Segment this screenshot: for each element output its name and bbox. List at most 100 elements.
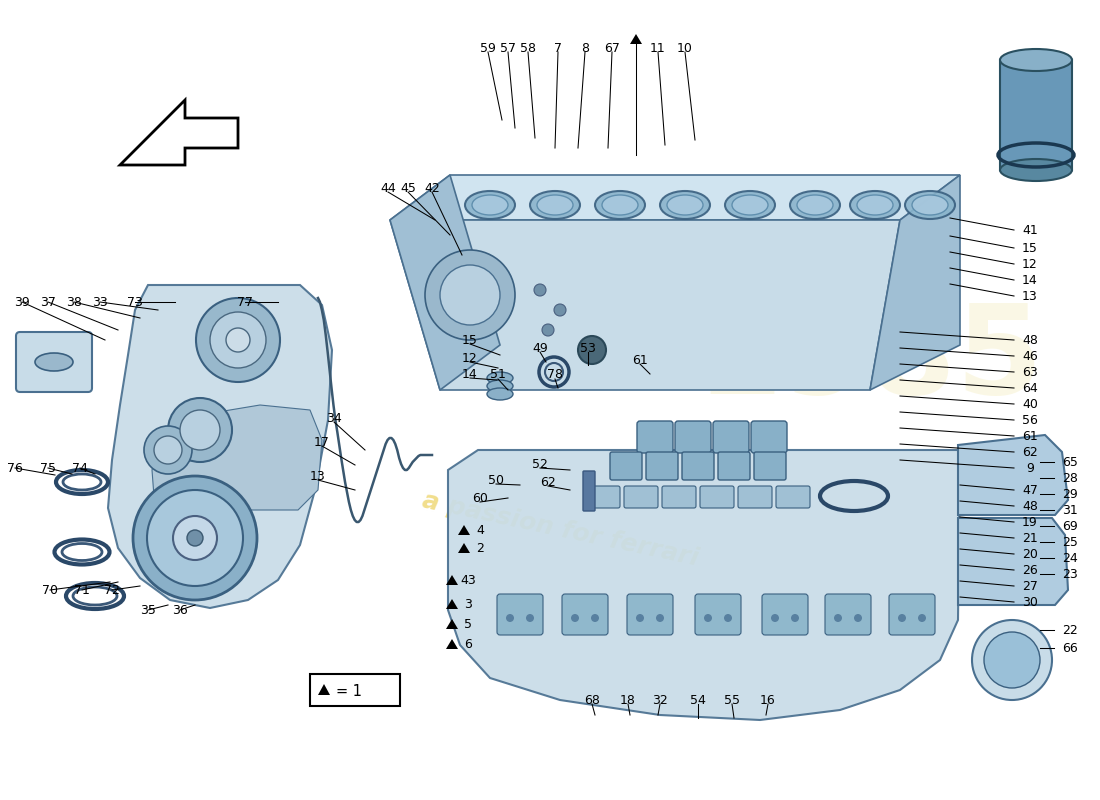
Text: 17: 17 xyxy=(315,435,330,449)
FancyBboxPatch shape xyxy=(762,594,808,635)
Text: 11: 11 xyxy=(650,42,666,54)
Text: 69: 69 xyxy=(1063,519,1078,533)
Text: 73: 73 xyxy=(128,295,143,309)
Circle shape xyxy=(571,614,579,622)
Circle shape xyxy=(506,614,514,622)
Text: 72: 72 xyxy=(104,583,120,597)
Text: 55: 55 xyxy=(724,694,740,706)
Text: 25: 25 xyxy=(1063,535,1078,549)
Ellipse shape xyxy=(732,195,768,215)
Ellipse shape xyxy=(725,191,775,219)
Polygon shape xyxy=(390,175,960,220)
Text: 58: 58 xyxy=(520,42,536,54)
Text: 51: 51 xyxy=(491,369,506,382)
Ellipse shape xyxy=(857,195,893,215)
Text: 5: 5 xyxy=(464,618,472,630)
FancyBboxPatch shape xyxy=(310,674,400,706)
Text: 30: 30 xyxy=(1022,595,1038,609)
FancyBboxPatch shape xyxy=(751,421,786,453)
Text: = 1: = 1 xyxy=(336,685,362,699)
Text: 4: 4 xyxy=(476,523,484,537)
Circle shape xyxy=(724,614,732,622)
Circle shape xyxy=(534,284,546,296)
Polygon shape xyxy=(318,684,330,695)
Text: 59: 59 xyxy=(480,42,496,54)
Circle shape xyxy=(834,614,842,622)
Circle shape xyxy=(578,336,606,364)
Text: 63: 63 xyxy=(1022,366,1038,378)
Polygon shape xyxy=(448,450,960,720)
Circle shape xyxy=(854,614,862,622)
Text: 12: 12 xyxy=(462,351,477,365)
Circle shape xyxy=(542,324,554,336)
Polygon shape xyxy=(458,543,470,553)
Text: 3: 3 xyxy=(464,598,472,610)
Text: 36: 36 xyxy=(172,603,188,617)
Text: 74: 74 xyxy=(73,462,88,474)
Text: 53: 53 xyxy=(580,342,596,354)
Circle shape xyxy=(173,516,217,560)
Ellipse shape xyxy=(537,195,573,215)
Circle shape xyxy=(180,410,220,450)
Text: 61: 61 xyxy=(632,354,648,366)
Polygon shape xyxy=(630,34,642,44)
Circle shape xyxy=(591,614,600,622)
Text: 64: 64 xyxy=(1022,382,1038,394)
Text: 56: 56 xyxy=(1022,414,1038,426)
Text: 67: 67 xyxy=(604,42,620,54)
Text: 44: 44 xyxy=(381,182,396,194)
Ellipse shape xyxy=(487,380,513,392)
FancyBboxPatch shape xyxy=(662,486,696,508)
Text: 61: 61 xyxy=(1022,430,1038,442)
Text: 50: 50 xyxy=(488,474,504,486)
Text: 13: 13 xyxy=(1022,290,1038,302)
Text: 20: 20 xyxy=(1022,547,1038,561)
Text: 35: 35 xyxy=(140,603,156,617)
Text: 9: 9 xyxy=(1026,462,1034,474)
FancyBboxPatch shape xyxy=(583,471,595,511)
Text: 22: 22 xyxy=(1063,623,1078,637)
Ellipse shape xyxy=(850,191,900,219)
Text: 24: 24 xyxy=(1063,551,1078,565)
Circle shape xyxy=(187,530,204,546)
FancyBboxPatch shape xyxy=(610,452,642,480)
Text: 23: 23 xyxy=(1063,567,1078,581)
Text: 78: 78 xyxy=(547,369,563,382)
Ellipse shape xyxy=(602,195,638,215)
Text: 60: 60 xyxy=(472,491,488,505)
Ellipse shape xyxy=(1000,49,1072,71)
Circle shape xyxy=(196,298,280,382)
Text: 18: 18 xyxy=(620,694,636,706)
Circle shape xyxy=(554,304,566,316)
Text: 62: 62 xyxy=(1022,446,1038,458)
FancyBboxPatch shape xyxy=(16,332,92,392)
FancyBboxPatch shape xyxy=(627,594,673,635)
Circle shape xyxy=(133,476,257,600)
FancyBboxPatch shape xyxy=(889,594,935,635)
Text: 21: 21 xyxy=(1022,531,1038,545)
Text: 48: 48 xyxy=(1022,499,1038,513)
Text: 19: 19 xyxy=(1022,515,1038,529)
Text: 40: 40 xyxy=(1022,398,1038,410)
Circle shape xyxy=(984,632,1040,688)
Ellipse shape xyxy=(912,195,948,215)
Text: 70: 70 xyxy=(42,583,58,597)
Text: 12: 12 xyxy=(1022,258,1038,270)
Text: 49: 49 xyxy=(532,342,548,354)
FancyBboxPatch shape xyxy=(646,452,678,480)
Text: 31: 31 xyxy=(1063,503,1078,517)
FancyBboxPatch shape xyxy=(637,421,673,453)
Circle shape xyxy=(771,614,779,622)
Text: 32: 32 xyxy=(652,694,668,706)
FancyBboxPatch shape xyxy=(754,452,786,480)
Polygon shape xyxy=(870,175,960,390)
Polygon shape xyxy=(108,285,332,608)
Polygon shape xyxy=(446,575,458,585)
Ellipse shape xyxy=(35,353,73,371)
FancyBboxPatch shape xyxy=(675,421,711,453)
Circle shape xyxy=(791,614,799,622)
Text: 71: 71 xyxy=(74,583,90,597)
Polygon shape xyxy=(446,599,458,609)
Text: 33: 33 xyxy=(92,295,108,309)
Circle shape xyxy=(636,614,644,622)
